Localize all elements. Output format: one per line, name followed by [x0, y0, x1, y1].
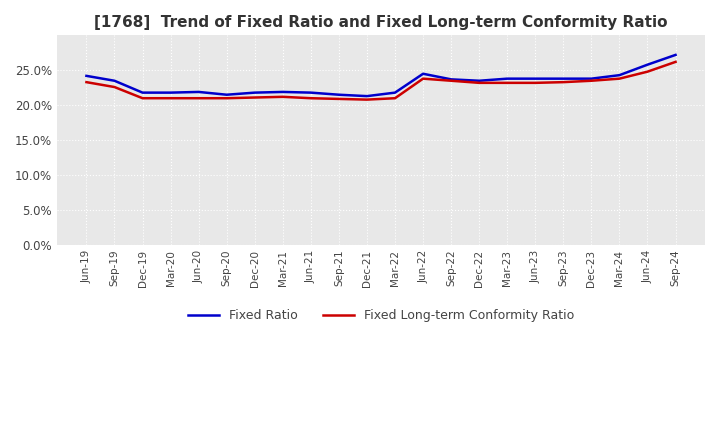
Fixed Ratio — [615, 73, 624, 78]
Fixed Ratio — [251, 90, 259, 95]
Fixed Ratio — [82, 73, 91, 78]
Fixed Long-term Conformity Ratio — [166, 95, 175, 101]
Fixed Ratio — [138, 90, 147, 95]
Fixed Long-term Conformity Ratio — [251, 95, 259, 100]
Fixed Ratio — [279, 89, 287, 95]
Fixed Ratio — [419, 71, 428, 77]
Line: Fixed Long-term Conformity Ratio: Fixed Long-term Conformity Ratio — [86, 62, 675, 99]
Fixed Long-term Conformity Ratio — [447, 78, 456, 84]
Fixed Long-term Conformity Ratio — [587, 78, 595, 84]
Fixed Long-term Conformity Ratio — [110, 84, 119, 90]
Fixed Ratio — [194, 89, 203, 95]
Fixed Ratio — [222, 92, 231, 97]
Title: [1768]  Trend of Fixed Ratio and Fixed Long-term Conformity Ratio: [1768] Trend of Fixed Ratio and Fixed Lo… — [94, 15, 667, 30]
Legend: Fixed Ratio, Fixed Long-term Conformity Ratio: Fixed Ratio, Fixed Long-term Conformity … — [183, 304, 580, 327]
Fixed Ratio — [587, 76, 595, 81]
Fixed Long-term Conformity Ratio — [307, 95, 315, 101]
Fixed Long-term Conformity Ratio — [643, 69, 652, 74]
Fixed Long-term Conformity Ratio — [475, 80, 484, 85]
Fixed Long-term Conformity Ratio — [503, 80, 511, 85]
Fixed Long-term Conformity Ratio — [279, 94, 287, 99]
Fixed Ratio — [643, 62, 652, 67]
Fixed Long-term Conformity Ratio — [615, 76, 624, 81]
Fixed Ratio — [391, 90, 400, 95]
Fixed Ratio — [531, 76, 539, 81]
Fixed Long-term Conformity Ratio — [82, 80, 91, 85]
Fixed Ratio — [307, 90, 315, 95]
Fixed Ratio — [447, 77, 456, 82]
Fixed Long-term Conformity Ratio — [363, 97, 372, 102]
Fixed Long-term Conformity Ratio — [138, 95, 147, 101]
Fixed Ratio — [671, 52, 680, 58]
Fixed Long-term Conformity Ratio — [559, 80, 567, 85]
Fixed Ratio — [559, 76, 567, 81]
Fixed Long-term Conformity Ratio — [391, 95, 400, 101]
Fixed Ratio — [503, 76, 511, 81]
Fixed Long-term Conformity Ratio — [671, 59, 680, 65]
Fixed Ratio — [363, 93, 372, 99]
Fixed Ratio — [166, 90, 175, 95]
Fixed Long-term Conformity Ratio — [194, 95, 203, 101]
Line: Fixed Ratio: Fixed Ratio — [86, 55, 675, 96]
Fixed Long-term Conformity Ratio — [222, 95, 231, 101]
Fixed Long-term Conformity Ratio — [531, 80, 539, 85]
Fixed Ratio — [110, 78, 119, 84]
Fixed Ratio — [335, 92, 343, 97]
Fixed Long-term Conformity Ratio — [335, 96, 343, 102]
Fixed Ratio — [475, 78, 484, 84]
Fixed Long-term Conformity Ratio — [419, 76, 428, 81]
